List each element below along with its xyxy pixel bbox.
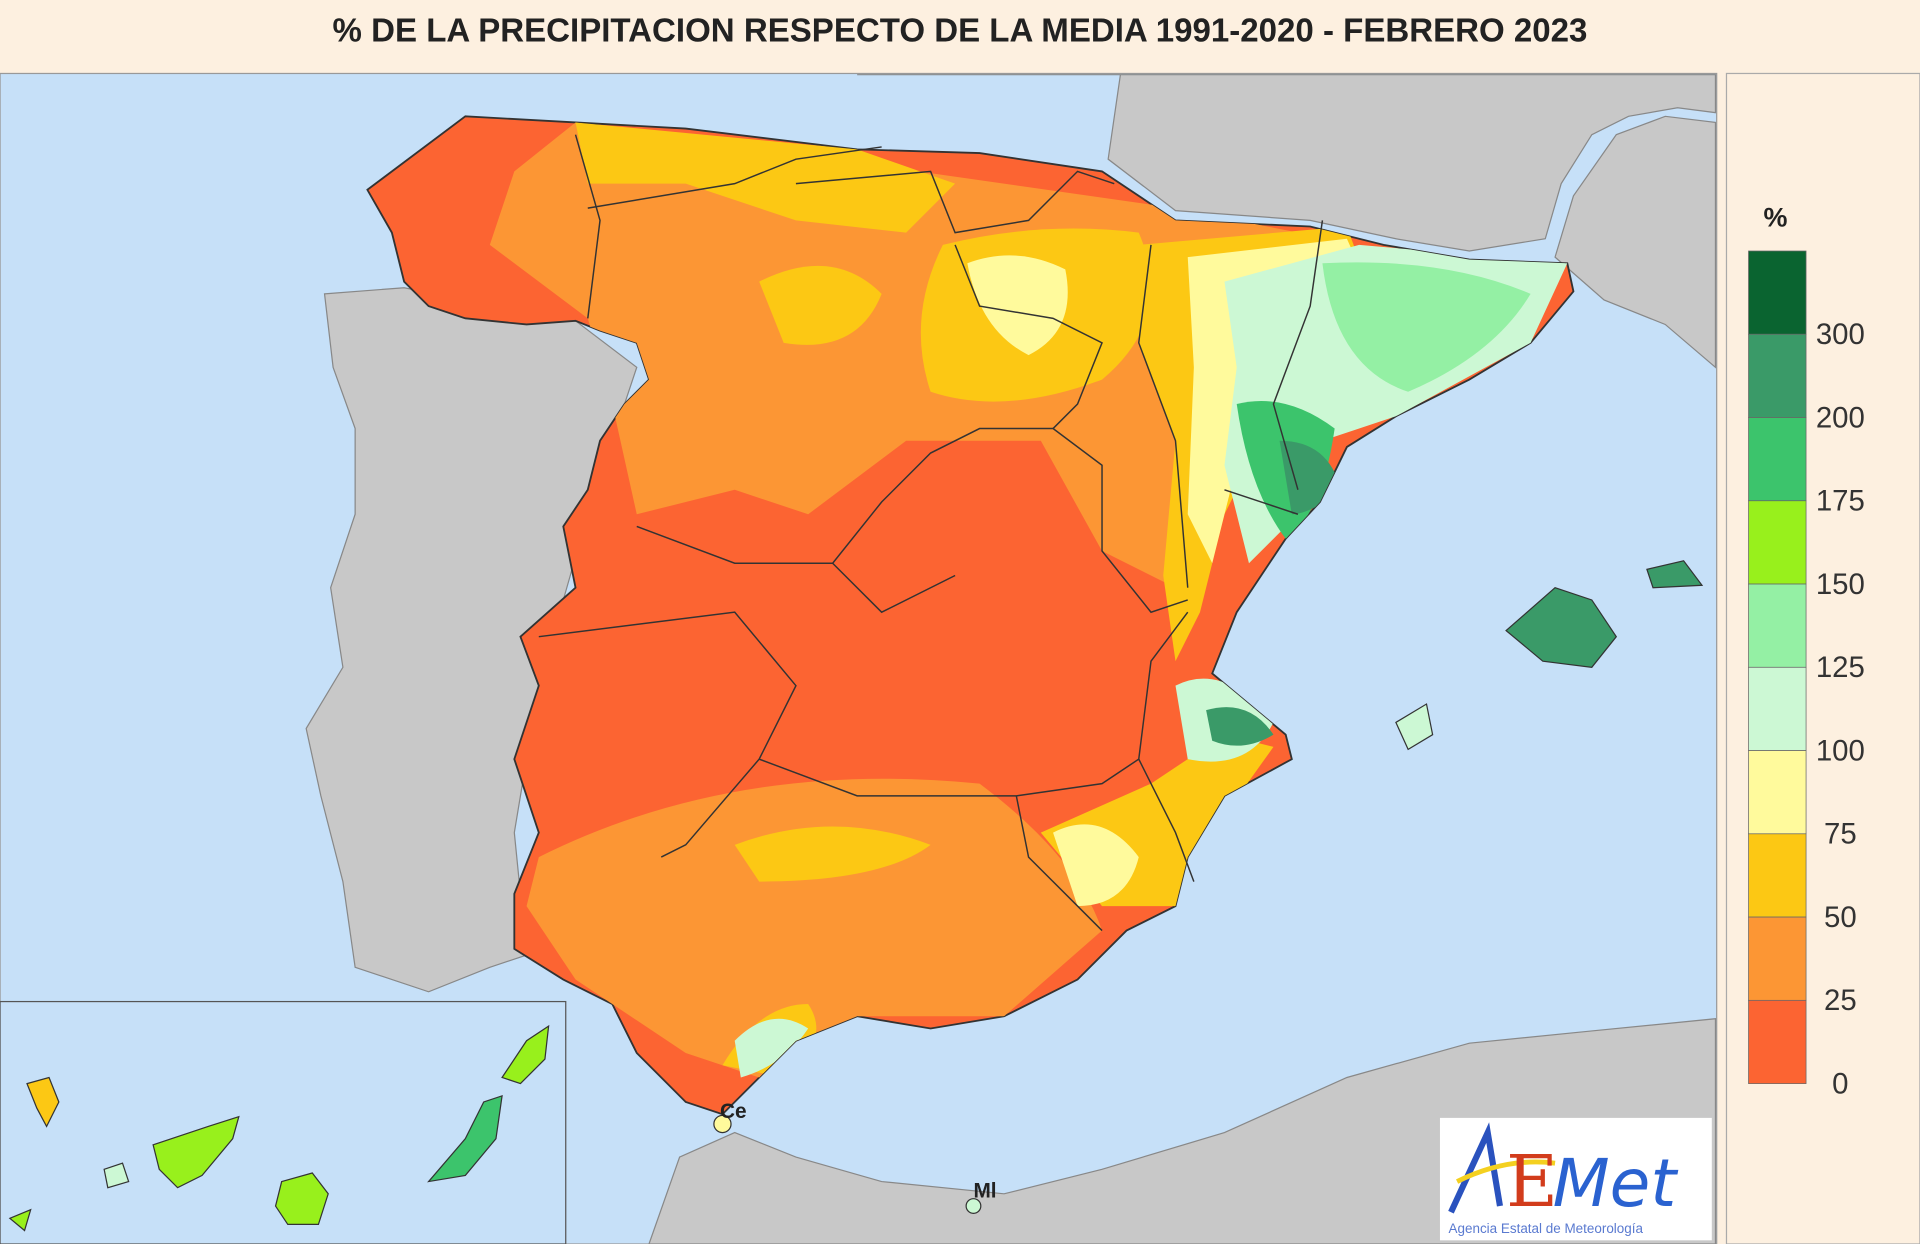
corsica-sardinia-land: [1554, 115, 1717, 369]
legend-swatch: [1748, 500, 1807, 585]
canary-islands-inset: [0, 1000, 567, 1244]
logo-e: E: [1506, 1140, 1558, 1223]
legend-tick-label: 100: [1816, 734, 1865, 767]
la-palma: [26, 1076, 60, 1128]
lanzarote: [501, 1024, 550, 1085]
mallorca: [1505, 587, 1618, 668]
legend: % 300 200 175 150 125 100 75 50 25 0: [1725, 72, 1920, 1244]
title-bar: [0, 0, 1920, 64]
ibiza: [1395, 703, 1434, 751]
legend-swatch: [1748, 999, 1807, 1084]
legend-swatch: [1748, 333, 1807, 418]
logo-swoosh: [1456, 1159, 1556, 1184]
legend-swatch: [1748, 916, 1807, 1001]
map-title: % DE LA PRECIPITACION RESPECTO DE LA MED…: [333, 13, 1588, 50]
region-borders: [538, 134, 1324, 932]
legend-tick-label: 175: [1816, 485, 1865, 518]
legend-tick-label: 150: [1816, 568, 1865, 601]
logo-a-stroke: [1448, 1122, 1503, 1214]
legend-tick-label: 0: [1832, 1067, 1848, 1100]
legend-swatch: [1748, 833, 1807, 918]
map-area: Ce Ml E Met Agencia Estatal de Meteorolo…: [0, 72, 1718, 1244]
precipitation-fields: [489, 122, 1568, 1078]
aemet-logo: E Met Agencia Estatal de Meteorología: [1439, 1117, 1712, 1241]
legend-tick-label: 125: [1816, 651, 1865, 684]
menorca: [1646, 560, 1704, 589]
la-gomera: [103, 1162, 130, 1189]
melilla-marker: [965, 1198, 982, 1215]
melilla-label: Ml: [973, 1179, 996, 1202]
legend-unit: %: [1763, 203, 1787, 233]
tenerife: [152, 1115, 240, 1189]
legend-swatch: [1748, 417, 1807, 502]
el-hierro: [8, 1208, 32, 1232]
legend-tick-label: 25: [1824, 984, 1857, 1017]
ceuta-marker: [713, 1114, 732, 1134]
gran-canaria: [274, 1172, 329, 1226]
legend-tick-label: 75: [1824, 818, 1857, 851]
legend-swatch: [1748, 583, 1807, 668]
ceuta-label: Ce: [720, 1100, 747, 1123]
logo-subtitle: Agencia Estatal de Meteorología: [1449, 1221, 1644, 1236]
portugal-land: [305, 287, 638, 993]
legend-tick-label: 200: [1816, 401, 1865, 434]
legend-swatch: [1748, 666, 1807, 751]
fuerteventura: [427, 1094, 503, 1183]
france-land: [857, 74, 1717, 252]
legend-swatch: [1748, 250, 1807, 335]
logo-met: Met: [1553, 1145, 1679, 1222]
legend-tick-label: 300: [1816, 318, 1865, 351]
legend-tick-label: 50: [1824, 901, 1857, 934]
legend-swatch: [1748, 750, 1807, 835]
